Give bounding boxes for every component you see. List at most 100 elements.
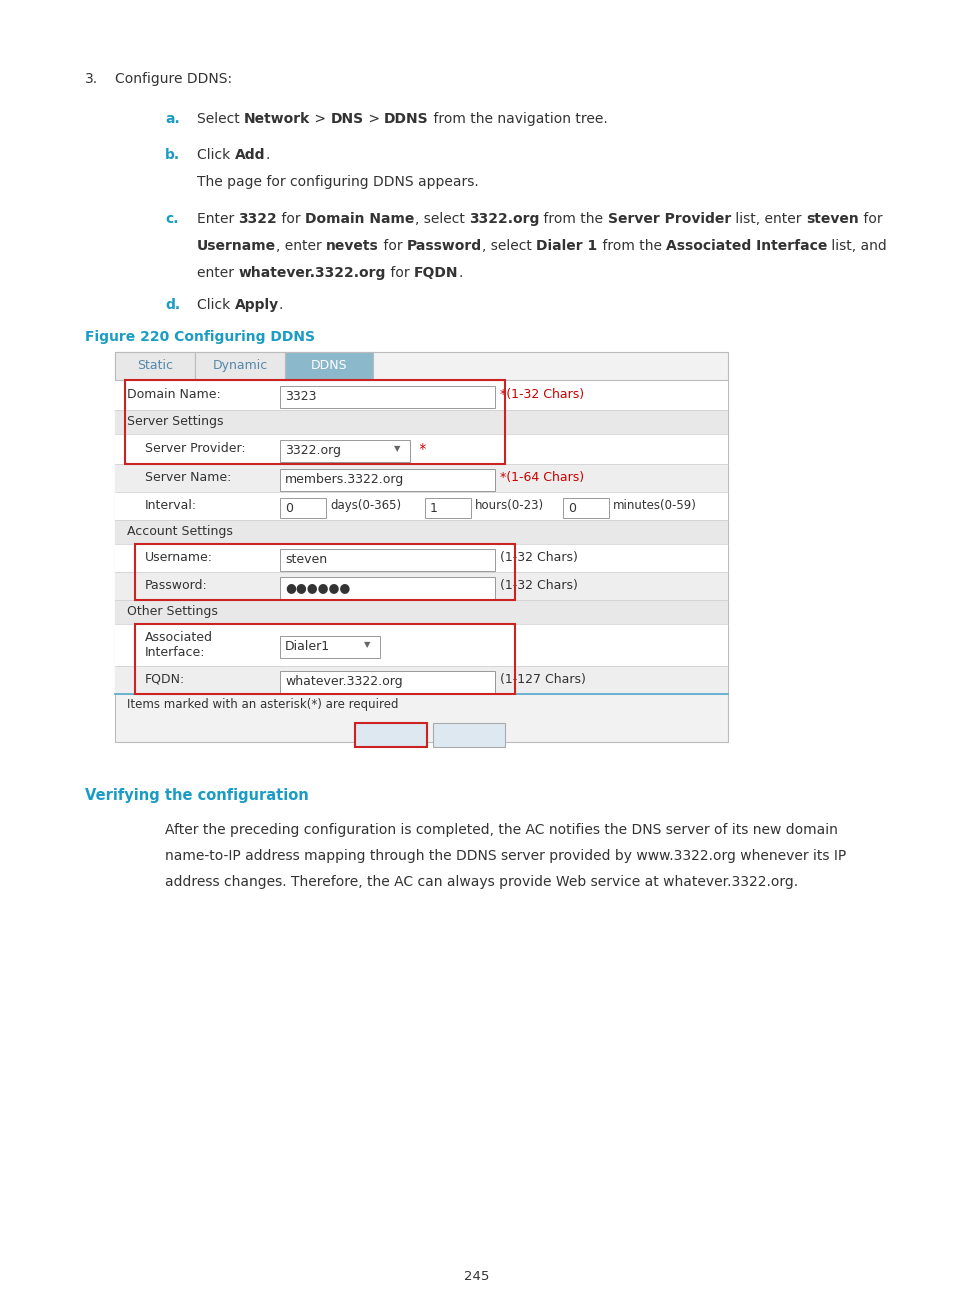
Text: whatever.3322.org: whatever.3322.org [285, 675, 402, 688]
Bar [115, 464, 727, 492]
Bar [115, 492, 727, 520]
Text: ▼: ▼ [364, 640, 370, 649]
Bar [280, 469, 495, 491]
Text: a.: a. [165, 111, 179, 126]
Text: Select: Select [196, 111, 244, 126]
Bar [280, 441, 410, 461]
Text: c.: c. [165, 213, 178, 226]
Text: FQDN: FQDN [414, 266, 457, 280]
Text: Username:: Username: [145, 551, 213, 564]
Text: Items marked with an asterisk(*) are required: Items marked with an asterisk(*) are req… [127, 699, 398, 712]
Bar [562, 498, 608, 518]
Text: >: > [310, 111, 331, 126]
Text: FQDN:: FQDN: [145, 673, 185, 686]
Bar [125, 380, 504, 464]
Text: steven: steven [805, 213, 858, 226]
Text: .: . [265, 148, 269, 162]
Text: 0: 0 [285, 502, 293, 515]
Bar [135, 623, 515, 693]
Text: Network: Network [244, 111, 310, 126]
Bar [285, 353, 373, 380]
Text: Static: Static [137, 359, 172, 372]
Text: Domain Name:: Domain Name: [127, 388, 220, 400]
Text: minutes(0-59): minutes(0-59) [613, 499, 696, 512]
Bar [115, 410, 727, 434]
Bar [115, 623, 727, 666]
Bar [355, 723, 427, 746]
Text: Password:: Password: [145, 579, 208, 592]
Text: Server Provider:: Server Provider: [145, 442, 245, 455]
Bar [424, 498, 471, 518]
Text: Click: Click [196, 298, 234, 312]
Text: for: for [858, 213, 882, 226]
Bar [115, 666, 727, 693]
Text: steven: steven [285, 553, 327, 566]
Text: for: for [277, 213, 305, 226]
Text: *(1-32 Chars): *(1-32 Chars) [499, 388, 583, 400]
Bar [194, 353, 285, 380]
Bar [280, 671, 495, 693]
Text: name-to-IP address mapping through the DDNS server provided by www.3322.org when: name-to-IP address mapping through the D… [165, 849, 845, 863]
Text: DDNS: DDNS [311, 359, 347, 372]
Text: *(1-64 Chars): *(1-64 Chars) [499, 470, 583, 483]
Text: 3323: 3323 [285, 390, 316, 403]
Text: Server Settings: Server Settings [127, 415, 223, 428]
Text: b.: b. [165, 148, 180, 162]
Text: Server Provider: Server Provider [607, 213, 730, 226]
Text: Dialer1: Dialer1 [285, 640, 330, 653]
Text: DNS: DNS [331, 111, 363, 126]
Text: Interval:: Interval: [145, 499, 197, 512]
Text: 3.: 3. [85, 73, 98, 86]
Bar [115, 544, 727, 572]
Text: for: for [378, 238, 407, 253]
Text: Dynamic: Dynamic [213, 359, 268, 372]
Text: days(0-365): days(0-365) [330, 499, 400, 512]
Bar [115, 572, 727, 600]
Text: >: > [363, 111, 384, 126]
Text: 3322.org: 3322.org [285, 445, 340, 457]
Bar [115, 353, 727, 743]
Text: Associated Interface: Associated Interface [665, 238, 826, 253]
Text: Associated: Associated [145, 631, 213, 644]
Text: list, and: list, and [826, 238, 886, 253]
Text: , enter: , enter [275, 238, 326, 253]
Text: DDNS: DDNS [384, 111, 429, 126]
Text: .: . [278, 298, 283, 312]
Text: Username: Username [196, 238, 275, 253]
Text: .: . [457, 266, 462, 280]
Bar [115, 520, 727, 544]
Bar [115, 353, 194, 380]
Bar [280, 550, 495, 572]
Text: ●●●●●●: ●●●●●● [285, 581, 350, 594]
Text: 1: 1 [430, 502, 437, 515]
Text: hours(0-23): hours(0-23) [475, 499, 543, 512]
Text: whatever.3322.org: whatever.3322.org [238, 266, 385, 280]
Text: Configure DDNS:: Configure DDNS: [115, 73, 232, 86]
Bar [115, 380, 727, 410]
Text: Figure 220 Configuring DDNS: Figure 220 Configuring DDNS [85, 330, 314, 343]
Text: 3322: 3322 [238, 213, 277, 226]
Text: Verifying the configuration: Verifying the configuration [85, 788, 309, 804]
Text: for: for [385, 266, 414, 280]
Text: Password: Password [407, 238, 481, 253]
Text: d.: d. [165, 298, 180, 312]
Text: from the navigation tree.: from the navigation tree. [429, 111, 607, 126]
Bar [135, 544, 515, 600]
Text: Other Settings: Other Settings [127, 605, 217, 618]
Text: members.3322.org: members.3322.org [285, 473, 404, 486]
Text: 3322.org: 3322.org [469, 213, 538, 226]
Text: enter: enter [196, 266, 238, 280]
Text: (1-127 Chars): (1-127 Chars) [499, 673, 585, 686]
Text: (1-32 Chars): (1-32 Chars) [499, 551, 578, 564]
Text: Cancel: Cancel [447, 728, 490, 741]
Text: , select: , select [481, 238, 536, 253]
Bar [115, 434, 727, 464]
Text: After the preceding configuration is completed, the AC notifies the DNS server o: After the preceding configuration is com… [165, 823, 837, 837]
Text: Domain Name: Domain Name [305, 213, 415, 226]
Text: The page for configuring DDNS appears.: The page for configuring DDNS appears. [196, 175, 478, 189]
Text: 245: 245 [464, 1270, 489, 1283]
Text: Apply: Apply [373, 728, 408, 741]
Text: Click: Click [196, 148, 234, 162]
Bar [433, 723, 504, 746]
Text: (1-32 Chars): (1-32 Chars) [499, 579, 578, 592]
